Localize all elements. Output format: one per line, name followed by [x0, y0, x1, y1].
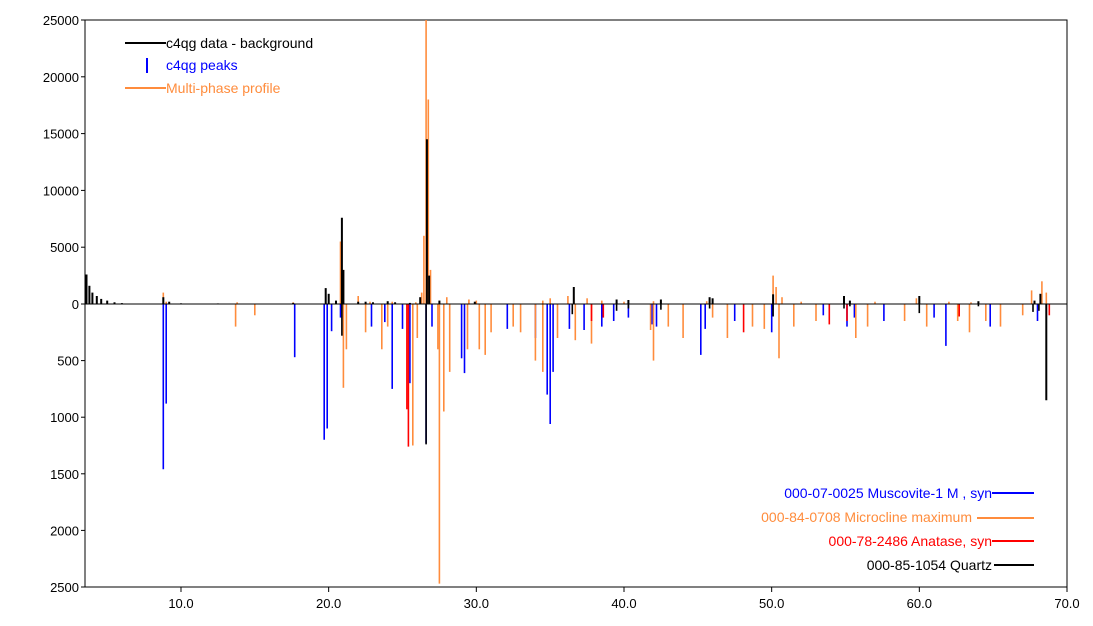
legend-bottom-item-microcline: 000-84-0708 Microcline maximum [761, 509, 1034, 525]
x-tick-label-4: 50.0 [759, 596, 784, 611]
legend-top-label-profile: Multi-phase profile [166, 80, 281, 96]
legend-bottom-label-quartz: 000-85-1054 Quartz [867, 557, 992, 573]
y-tick-label-upper-5: 0 [72, 297, 79, 312]
y-axis: 25000 20000 15000 10000 5000 0 500 1000 1500 2000… [43, 13, 85, 595]
x-tick-label-5: 60.0 [907, 596, 932, 611]
series-anatase-syn [406, 304, 1051, 447]
y-tick-label-upper-1: 20000 [43, 70, 79, 85]
y-tick-label-upper-3: 10000 [43, 183, 79, 198]
x-tick-label-0: 10.0 [168, 596, 193, 611]
data-layer [85, 139, 1048, 401]
legend-top-label-peaks: c4qg peaks [166, 57, 238, 73]
series-microcline-maximum [234, 304, 1024, 584]
legend-top-item-data: c4qg data - background [125, 35, 313, 51]
legend-bottom-item-quartz: 000-85-1054 Quartz [867, 557, 1034, 573]
y-tick-label-upper-2: 15000 [43, 127, 79, 142]
y-tick-label-lower-4: 2500 [50, 580, 79, 595]
y-tick-label-lower-2: 1500 [50, 467, 79, 482]
legend-top-item-peaks: c4qg peaks [146, 57, 238, 73]
x-tick-label-1: 20.0 [316, 596, 341, 611]
legend-bottom-item-anatase: 000-78-2486 Anatase, syn [829, 533, 1034, 549]
x-tick-label-2: 30.0 [464, 596, 489, 611]
x-tick-label-3: 40.0 [611, 596, 636, 611]
legend-top: c4qg data - background c4qg peaks Multi-… [125, 35, 313, 96]
series-muscovite-1-m-syn [162, 304, 1039, 470]
legend-bottom-label-muscovite: 000-07-0025 Muscovite-1 M , syn [784, 485, 992, 501]
legend-bottom-label-anatase: 000-78-2486 Anatase, syn [829, 533, 992, 549]
x-axis: 10.0 20.0 30.0 40.0 50.0 60.0 70.0 [168, 587, 1080, 611]
y-tick-label-upper-4: 5000 [50, 240, 79, 255]
y-tick-label-lower-3: 2000 [50, 523, 79, 538]
peaks-layer [162, 20, 1051, 584]
y-tick-label-lower-0: 500 [57, 354, 79, 369]
y-tick-label-lower-1: 1000 [50, 410, 79, 425]
legend-top-label-data: c4qg data - background [166, 35, 313, 51]
legend-bottom-label-microcline: 000-84-0708 Microcline maximum [761, 509, 972, 525]
legend-bottom-item-muscovite: 000-07-0025 Muscovite-1 M , syn [784, 485, 1034, 501]
legend-top-item-profile: Multi-phase profile [125, 80, 281, 96]
y-tick-label-upper-0: 25000 [43, 13, 79, 28]
x-tick-label-6: 70.0 [1054, 596, 1079, 611]
series-c4qg-data-background [85, 139, 1048, 401]
legend-bottom: 000-07-0025 Muscovite-1 M , syn 000-84-0… [761, 485, 1034, 573]
axis-layer: 10.0 20.0 30.0 40.0 50.0 60.0 70.0250002000015… [43, 13, 1080, 611]
